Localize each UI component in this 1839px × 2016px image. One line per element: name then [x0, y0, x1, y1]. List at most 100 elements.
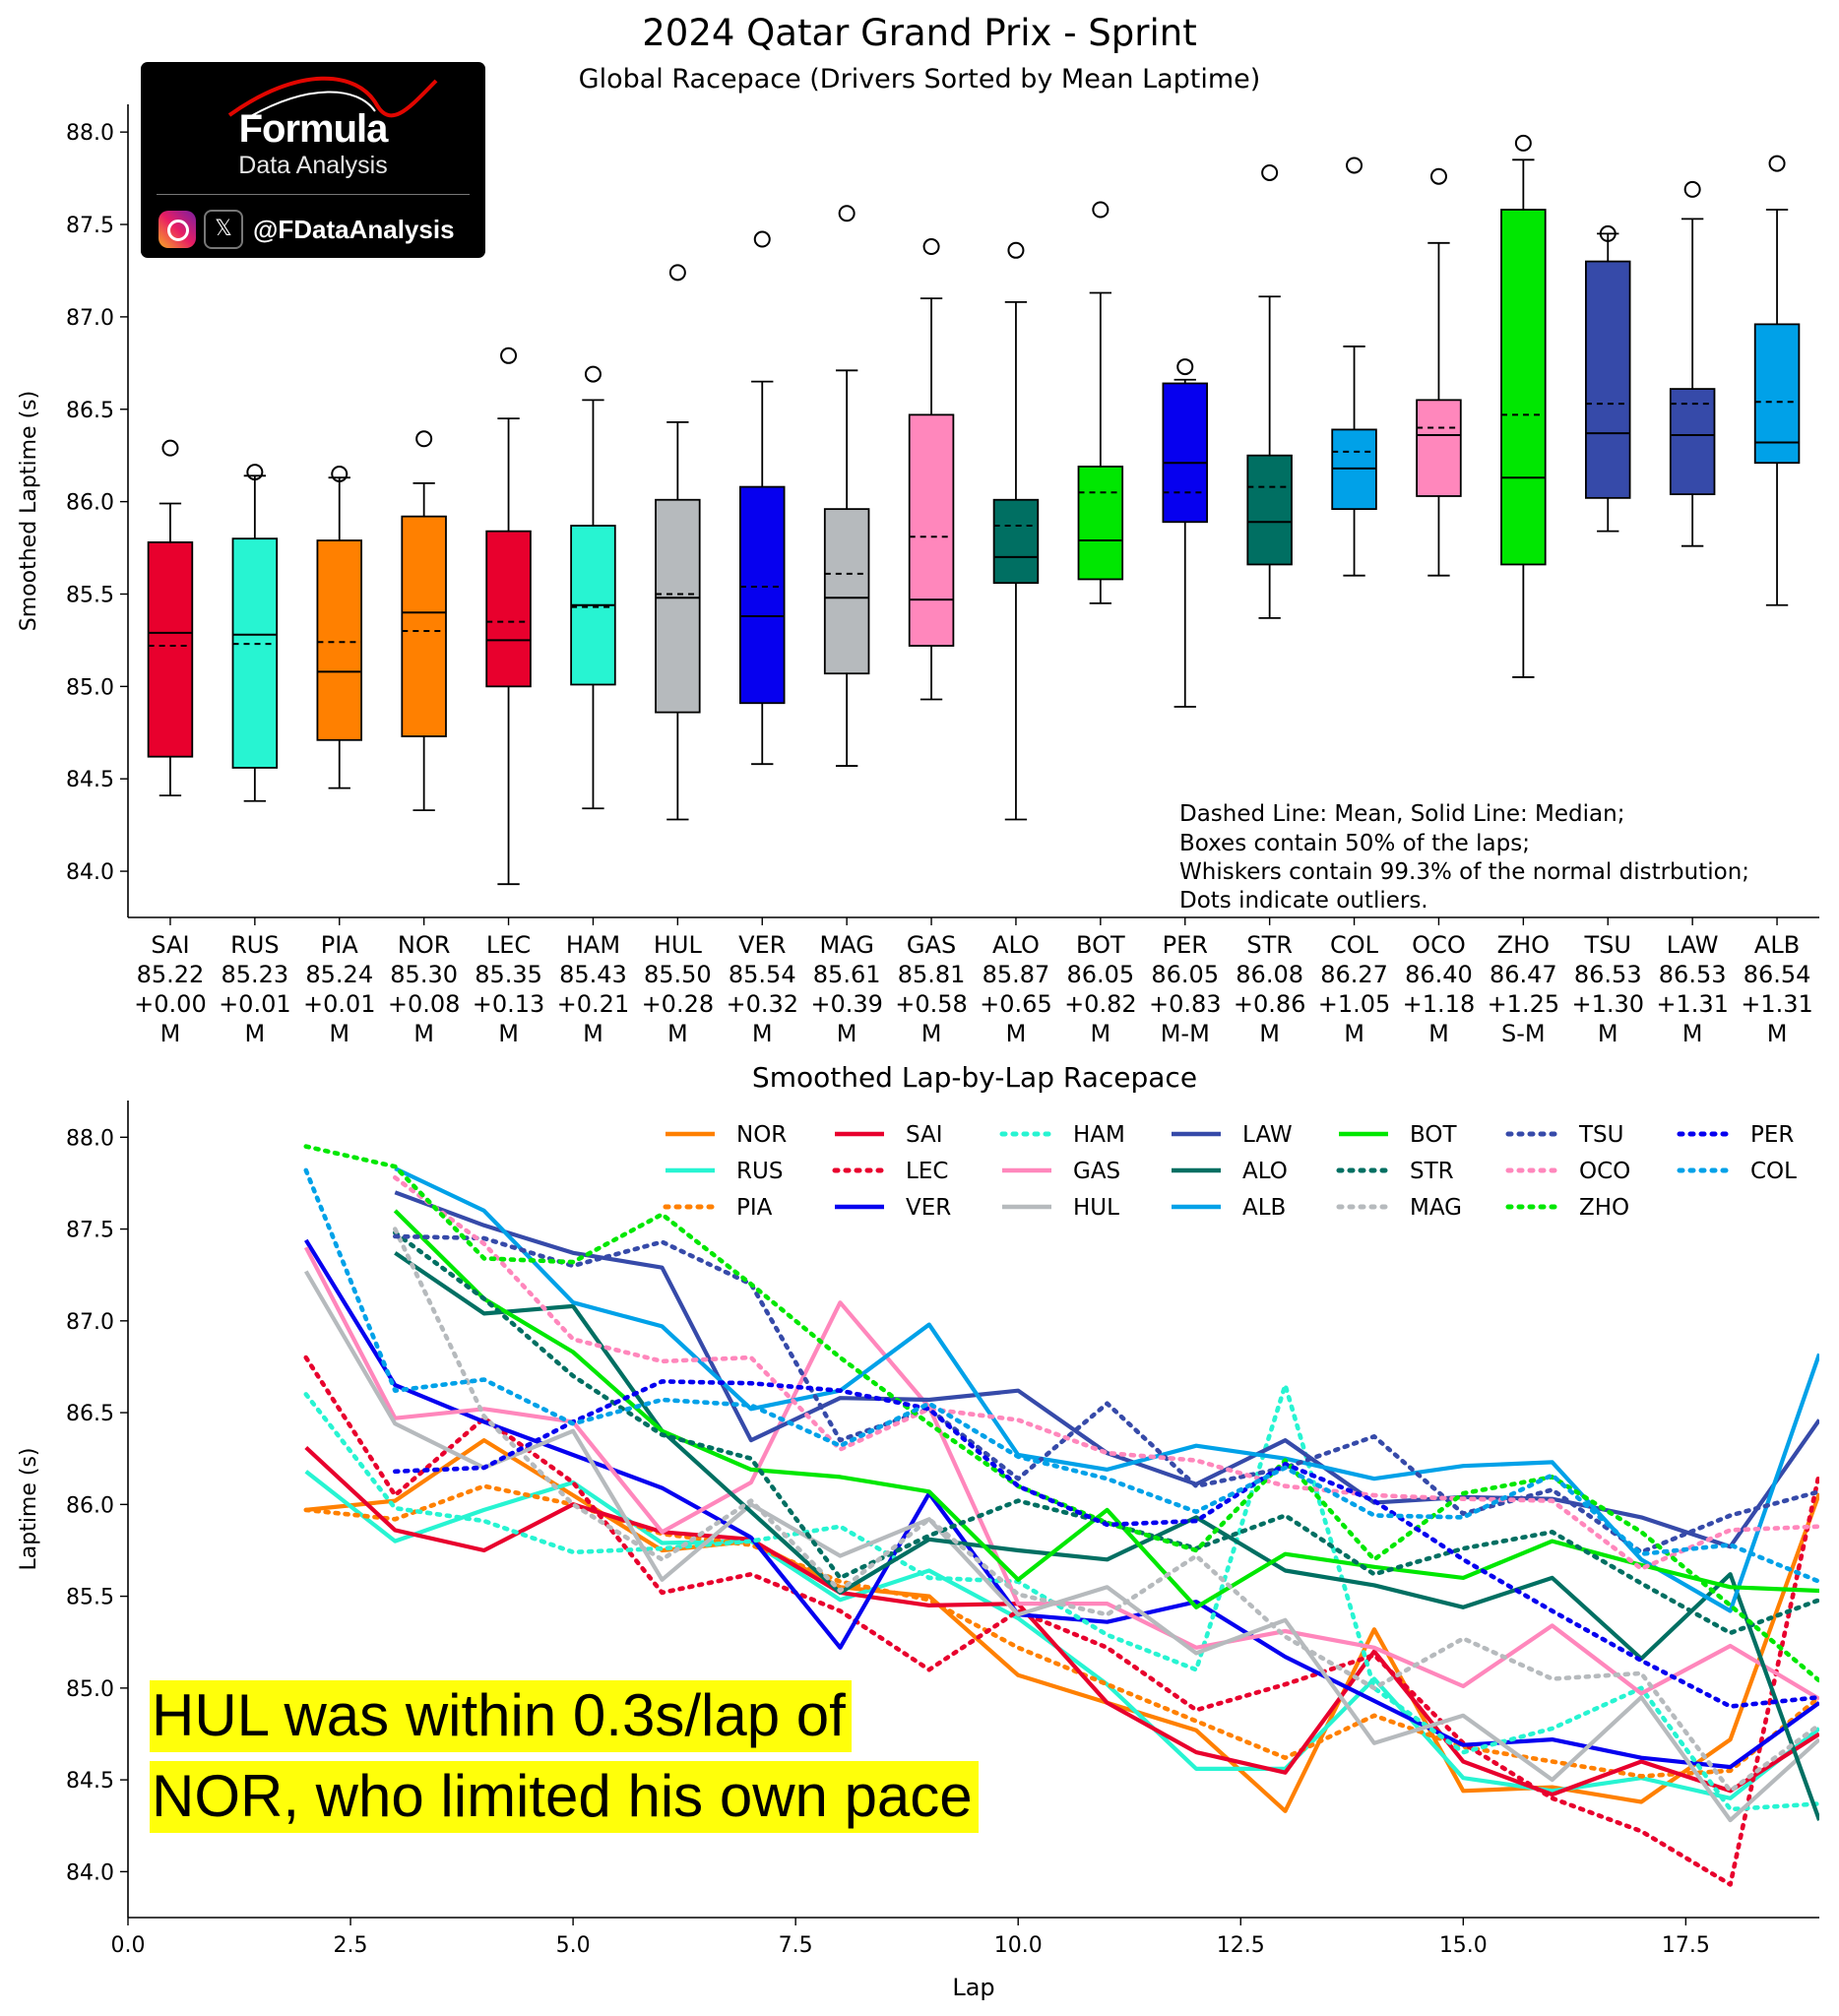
note-line-4: Dots indicate outliers. — [1179, 888, 1428, 914]
outlier-point — [668, 264, 686, 282]
outlier-point — [331, 465, 349, 482]
note-line-2: Boxes contain 50% of the laps; — [1179, 831, 1530, 856]
driver-code-label: ALB — [1754, 931, 1800, 959]
bottom-y-tick-label: 85.5 — [66, 1586, 114, 1610]
series-line-alb — [394, 1166, 1819, 1613]
legend-label: TSU — [1578, 1122, 1623, 1148]
driver-mean-label: 85.43 — [559, 961, 627, 988]
note-line-1: Dashed Line: Mean, Solid Line: Median; — [1179, 801, 1624, 827]
note-line-3: Whiskers contain 99.3% of the normal dis… — [1179, 859, 1749, 885]
series-line-per — [392, 1379, 1819, 1709]
legend-label: HAM — [1073, 1122, 1125, 1148]
driver-tyre-label: M — [1767, 1020, 1788, 1047]
driver-code-label: STR — [1246, 931, 1293, 959]
line-legend: NOR RUS PIA SAI LEC VER HAM GAS HUL LAW ALO ALB BOT S… — [663, 1122, 1797, 1221]
top-chart-title: 2024 Qatar Grand Prix - Sprint — [642, 12, 1196, 54]
series-line-alo — [394, 1251, 1819, 1821]
driver-code-label: SAI — [151, 931, 189, 959]
legend-label: LAW — [1242, 1122, 1293, 1148]
series-line-hul — [303, 1270, 1819, 1823]
series-line-oco — [392, 1175, 1819, 1571]
series-line-ver — [304, 1238, 1819, 1770]
iqr-box — [739, 485, 786, 705]
logo-brand: Formula — [238, 107, 389, 151]
bottom-y-tick-label: 87.5 — [66, 1219, 114, 1243]
iqr-box — [1585, 260, 1631, 499]
legend-label: BOT — [1410, 1122, 1457, 1148]
driver-tyre-label: M — [1006, 1020, 1027, 1047]
iqr-box — [1753, 323, 1801, 465]
legend-item-pia: PIA — [663, 1195, 773, 1221]
top-y-axis-label: Smoothed Laptime (s) — [17, 391, 41, 631]
series-line-col — [303, 1167, 1819, 1584]
logo-divider — [157, 194, 470, 195]
driver-code-label: GAS — [907, 931, 956, 959]
driver-tyre-label: M — [1090, 1020, 1110, 1047]
outlier-point — [1599, 224, 1617, 242]
driver-tyre-label: M — [413, 1020, 434, 1047]
driver-gap-label: +0.83 — [1149, 990, 1222, 1018]
bottom-chart-title: Smoothed Lap-by-Lap Racepace — [752, 1061, 1197, 1094]
swoosh-icon — [227, 76, 438, 118]
driver-gap-label: +0.28 — [642, 990, 715, 1018]
bottom-x-tick-label: 15.0 — [1439, 1933, 1488, 1958]
driver-code-label: HUL — [654, 931, 703, 959]
legend-item-str: STR — [1336, 1159, 1454, 1184]
bottom-x-tick-label: 7.5 — [779, 1933, 813, 1958]
top-y-tick-label: 84.0 — [66, 860, 114, 885]
legend-item-tsu: TSU — [1505, 1122, 1623, 1148]
bottom-x-tick-label: 12.5 — [1217, 1933, 1265, 1958]
legend-item-ham: HAM — [999, 1122, 1125, 1148]
series-line-sai — [304, 1445, 1819, 1797]
legend-label: LEC — [906, 1159, 948, 1184]
iqr-box — [655, 498, 701, 714]
bottom-x-tick-label: 5.0 — [556, 1933, 591, 1958]
legend-item-bot: BOT — [1339, 1122, 1457, 1148]
driver-gap-label: +1.25 — [1488, 990, 1560, 1018]
iqr-box — [147, 541, 194, 758]
legend-item-zho: ZHO — [1505, 1195, 1629, 1221]
top-y-tick-label: 86.0 — [66, 491, 114, 516]
legend-item-nor: NOR — [666, 1122, 787, 1148]
driver-code-label: LAW — [1667, 931, 1719, 959]
outlier-point — [1007, 241, 1025, 259]
driver-mean-label: 86.08 — [1236, 961, 1303, 988]
top-y-tick-label: 84.5 — [66, 768, 114, 792]
series-line-ham — [303, 1382, 1819, 1812]
driver-gap-label: +1.05 — [1318, 990, 1391, 1018]
callout-annotation: HUL was within 0.3s/lap of NOR, who limi… — [150, 1675, 1134, 1837]
legend-label: RUS — [736, 1159, 783, 1184]
outlier-point — [1346, 157, 1363, 174]
iqr-box — [231, 537, 279, 769]
driver-gap-label: +1.31 — [1656, 990, 1729, 1018]
legend-label: NOR — [736, 1122, 787, 1148]
driver-tyre-label: M — [1259, 1020, 1280, 1047]
outlier-point — [1429, 167, 1447, 185]
formula-data-analysis-logo: Formula Data Analysis 𝕏 @FDataAnalysis — [141, 62, 485, 258]
driver-gap-label: +0.01 — [303, 990, 376, 1018]
driver-mean-label: 86.53 — [1574, 961, 1642, 988]
legend-label: ALB — [1242, 1195, 1286, 1221]
driver-tyre-label: M — [1344, 1020, 1364, 1047]
driver-tyre-label: M — [921, 1020, 942, 1047]
driver-tyre-label: M — [1598, 1020, 1618, 1047]
legend-item-alb: ALB — [1172, 1195, 1286, 1221]
driver-gap-label: +1.18 — [1403, 990, 1476, 1018]
bottom-y-tick-label: 86.5 — [66, 1402, 114, 1426]
top-y-tick-label: 86.5 — [66, 399, 114, 423]
outlier-point — [1514, 134, 1532, 152]
iqr-box — [1500, 209, 1547, 566]
series-line-str — [392, 1230, 1819, 1636]
top-y-tick-label: 87.5 — [66, 214, 114, 238]
driver-code-label: COL — [1330, 931, 1379, 959]
callout-line-1: HUL was within 0.3s/lap of — [150, 1680, 852, 1752]
driver-gap-label: +0.21 — [557, 990, 630, 1018]
legend-label: ZHO — [1579, 1195, 1629, 1221]
